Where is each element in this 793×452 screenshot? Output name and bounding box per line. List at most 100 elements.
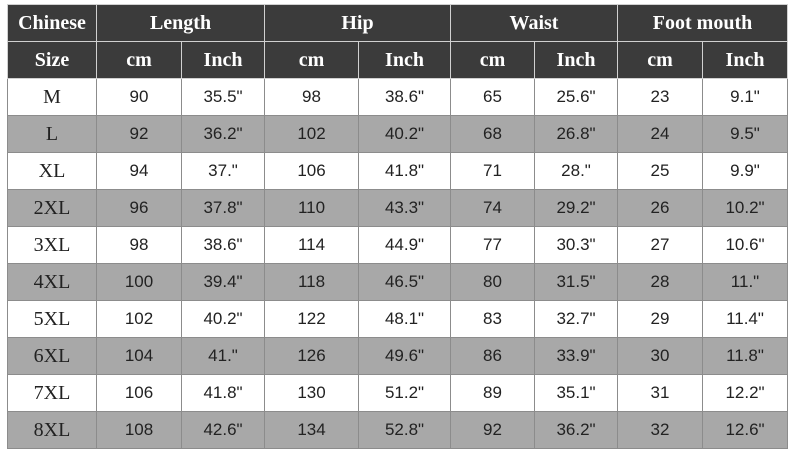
measure-cell: 29.2" — [534, 189, 618, 227]
measure-cell: 106 — [96, 374, 182, 412]
measure-cell: 46.5" — [358, 263, 451, 301]
measure-cell: 42.6" — [181, 411, 265, 449]
measure-cell: 12.6" — [701, 411, 789, 449]
measure-cell: 41.8" — [358, 152, 451, 190]
size-cell: 5XL — [7, 300, 97, 338]
header-row: Chinese Length Hip Waist Foot mouth — [7, 4, 789, 42]
measure-cell: 35.1" — [534, 374, 618, 412]
measure-cell: 92 — [96, 115, 182, 153]
measure-cell: 36.2" — [181, 115, 265, 153]
measure-cell: 28." — [534, 152, 618, 190]
table-body: M 90 35.5" 98 38.6" 65 25.6" 23 9.1" L 92 36.2" 102 4… — [7, 78, 789, 449]
measure-cell: 9.9" — [701, 152, 789, 190]
measure-cell: 41." — [181, 337, 265, 375]
table-row: 5XL 102 40.2" 122 48.1" 83 32.7" 29 11.4" — [7, 300, 789, 338]
table-row: 7XL 106 41.8" 130 51.2" 89 35.1" 31 12.2" — [7, 374, 789, 412]
unit-header: Inch — [181, 41, 265, 79]
group-header: Foot mouth — [616, 4, 789, 42]
table-row: 8XL 108 42.6" 134 52.8" 92 36.2" 32 12.6" — [7, 411, 789, 449]
table-row: 3XL 98 38.6" 114 44.9" 77 30.3" 27 10.6" — [7, 226, 789, 264]
measure-cell: 102 — [96, 300, 182, 338]
measure-cell: 30 — [617, 337, 703, 375]
measure-cell: 89 — [450, 374, 535, 412]
measure-cell: 65 — [450, 78, 535, 116]
measure-cell: 92 — [450, 411, 535, 449]
measure-cell: 32.7" — [534, 300, 618, 338]
measure-cell: 44.9" — [358, 226, 451, 264]
measure-cell: 118 — [264, 263, 359, 301]
measure-cell: 90 — [96, 78, 182, 116]
measure-cell: 94 — [96, 152, 182, 190]
table-row: L 92 36.2" 102 40.2" 68 26.8" 24 9.5" — [7, 115, 789, 153]
measure-cell: 23 — [617, 78, 703, 116]
measure-cell: 32 — [617, 411, 703, 449]
measure-cell: 83 — [450, 300, 535, 338]
table-header: Chinese Length Hip Waist Foot mouth Size cm In… — [7, 4, 789, 79]
measure-cell: 31 — [617, 374, 703, 412]
measure-cell: 33.9" — [534, 337, 618, 375]
size-cell: 7XL — [7, 374, 97, 412]
size-cell: M — [7, 78, 97, 116]
group-header: Length — [96, 4, 265, 42]
measure-cell: 31.5" — [534, 263, 618, 301]
measure-cell: 104 — [96, 337, 182, 375]
unit-header: cm — [450, 41, 535, 79]
table-row: 4XL 100 39.4" 118 46.5" 80 31.5" 28 11." — [7, 263, 789, 301]
measure-cell: 122 — [264, 300, 359, 338]
measure-cell: 29 — [617, 300, 703, 338]
measure-cell: 30.3" — [534, 226, 618, 264]
measure-cell: 27 — [617, 226, 703, 264]
measure-cell: 41.8" — [181, 374, 265, 412]
measure-cell: 11.4" — [701, 300, 789, 338]
table-row: 6XL 104 41." 126 49.6" 86 33.9" 30 11.8" — [7, 337, 789, 375]
size-cell: 4XL — [7, 263, 97, 301]
measure-cell: 37.8" — [181, 189, 265, 227]
measure-cell: 25 — [617, 152, 703, 190]
table-row: M 90 35.5" 98 38.6" 65 25.6" 23 9.1" — [7, 78, 789, 116]
measure-cell: 26 — [617, 189, 703, 227]
measure-cell: 130 — [264, 374, 359, 412]
size-cell: 2XL — [7, 189, 97, 227]
measure-cell: 36.2" — [534, 411, 618, 449]
measure-cell: 38.6" — [358, 78, 451, 116]
measure-cell: 77 — [450, 226, 535, 264]
measure-cell: 10.6" — [701, 226, 789, 264]
measure-cell: 134 — [264, 411, 359, 449]
measure-cell: 86 — [450, 337, 535, 375]
measure-cell: 12.2" — [701, 374, 789, 412]
size-cell: XL — [7, 152, 97, 190]
size-cell: 3XL — [7, 226, 97, 264]
measure-cell: 9.5" — [701, 115, 789, 153]
measure-cell: 25.6" — [534, 78, 618, 116]
measure-cell: 71 — [450, 152, 535, 190]
unit-header: cm — [96, 41, 182, 79]
measure-cell: 11." — [701, 263, 789, 301]
measure-cell: 98 — [264, 78, 359, 116]
measure-cell: 52.8" — [358, 411, 451, 449]
measure-cell: 102 — [264, 115, 359, 153]
unit-header: cm — [264, 41, 359, 79]
measure-cell: 40.2" — [181, 300, 265, 338]
size-table: Chinese Length Hip Waist Foot mouth Size cm In… — [7, 4, 789, 449]
measure-cell: 40.2" — [358, 115, 451, 153]
measure-cell: 98 — [96, 226, 182, 264]
table-row: 2XL 96 37.8" 110 43.3" 74 29.2" 26 10.2" — [7, 189, 789, 227]
unit-header: Inch — [358, 41, 451, 79]
size-header: Chinese — [7, 4, 97, 42]
measure-cell: 26.8" — [534, 115, 618, 153]
measure-cell: 39.4" — [181, 263, 265, 301]
measure-cell: 35.5" — [181, 78, 265, 116]
measure-cell: 80 — [450, 263, 535, 301]
size-chart: Chinese Length Hip Waist Foot mouth Size cm In… — [7, 4, 789, 449]
group-header: Waist — [450, 4, 618, 42]
unit-header: Inch — [534, 41, 618, 79]
measure-cell: 114 — [264, 226, 359, 264]
measure-cell: 11.8" — [701, 337, 789, 375]
size-header: Size — [7, 41, 97, 79]
measure-cell: 110 — [264, 189, 359, 227]
measure-cell: 100 — [96, 263, 182, 301]
measure-cell: 106 — [264, 152, 359, 190]
measure-cell: 9.1" — [701, 78, 789, 116]
measure-cell: 28 — [617, 263, 703, 301]
measure-cell: 38.6" — [181, 226, 265, 264]
